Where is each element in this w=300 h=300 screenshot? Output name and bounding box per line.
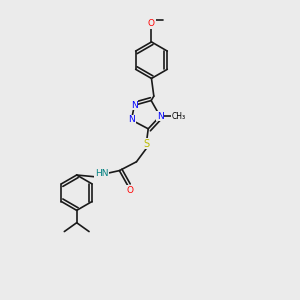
Text: S: S — [144, 139, 150, 148]
Text: CH₃: CH₃ — [172, 112, 186, 121]
Text: HN: HN — [95, 169, 109, 178]
Text: N: N — [128, 116, 135, 124]
Text: N: N — [131, 101, 138, 110]
Text: O: O — [148, 19, 155, 28]
Text: N: N — [157, 112, 164, 121]
Text: O: O — [127, 186, 134, 195]
